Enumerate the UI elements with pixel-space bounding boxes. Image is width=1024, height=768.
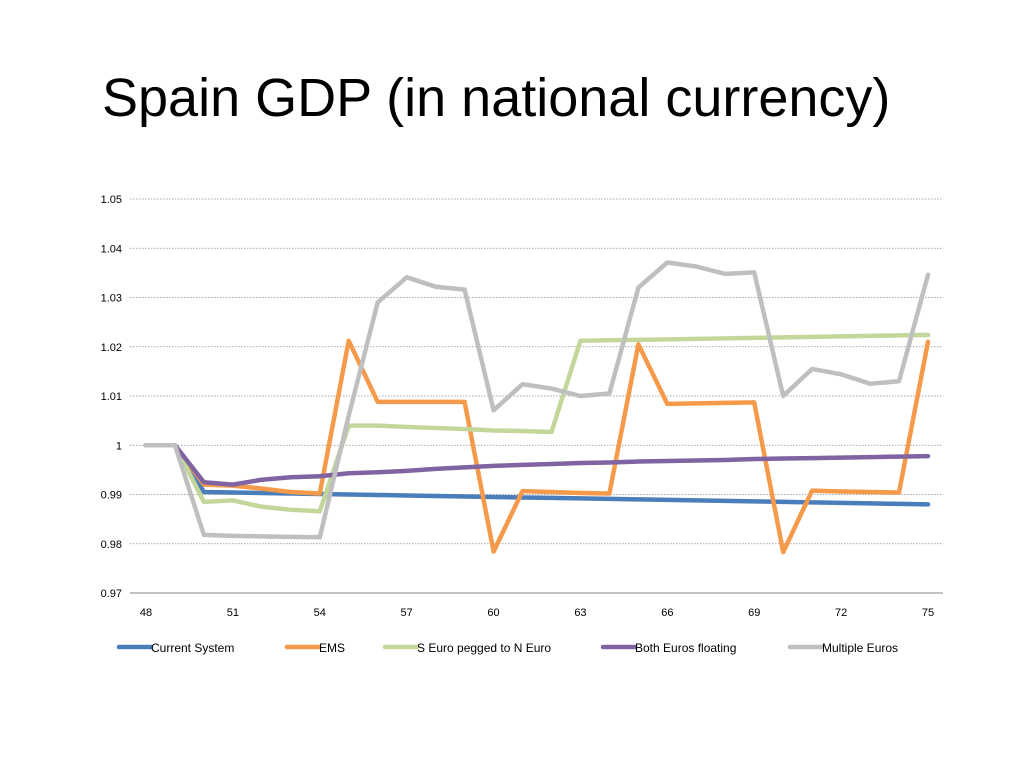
y-tick-label: 1.04 — [101, 243, 122, 255]
y-tick-label: 1.03 — [101, 293, 122, 305]
series-line-0 — [143, 443, 931, 507]
y-axis-ticks: 0.97 0.98 0.99 1 1.01 1.02 1.03 1.04 1.05 — [101, 194, 122, 600]
x-tick-label: 75 — [922, 607, 934, 619]
x-axis-ticks: 48 51 54 57 60 63 66 69 72 75 — [140, 607, 934, 619]
series-line-2 — [143, 332, 931, 514]
y-tick-label: 0.98 — [101, 539, 122, 551]
x-tick-label: 57 — [401, 607, 413, 619]
y-tick-label: 1.02 — [101, 342, 122, 354]
y-tick-label: 1.01 — [101, 391, 122, 403]
y-tick-label: 0.99 — [101, 490, 122, 502]
x-tick-label: 51 — [227, 607, 239, 619]
legend-label: S Euro pegged to N Euro — [417, 641, 551, 655]
y-tick-label: 0.97 — [101, 588, 122, 600]
legend: Current System EMS S Euro pegged to N Euro… — [116, 641, 898, 655]
slide-title: Spain GDP (in national currency) — [102, 68, 891, 128]
x-tick-label: 66 — [661, 607, 673, 619]
legend-label: Current System — [151, 641, 234, 655]
x-tick-label: 72 — [835, 607, 847, 619]
x-tick-label: 48 — [140, 607, 152, 619]
series-line-4 — [143, 260, 931, 540]
x-tick-label: 54 — [314, 607, 326, 619]
legend-label: Both Euros floating — [635, 641, 736, 655]
series-lines — [143, 260, 931, 555]
series-line-3 — [143, 443, 931, 487]
x-tick-label: 60 — [487, 607, 499, 619]
legend-label: Multiple Euros — [822, 641, 898, 655]
legend-label: EMS — [319, 641, 345, 655]
y-tick-label: 1.05 — [101, 194, 122, 206]
series-line-1 — [143, 338, 931, 555]
x-tick-label: 63 — [574, 607, 586, 619]
y-tick-label: 1 — [116, 440, 122, 452]
x-tick-label: 69 — [748, 607, 760, 619]
